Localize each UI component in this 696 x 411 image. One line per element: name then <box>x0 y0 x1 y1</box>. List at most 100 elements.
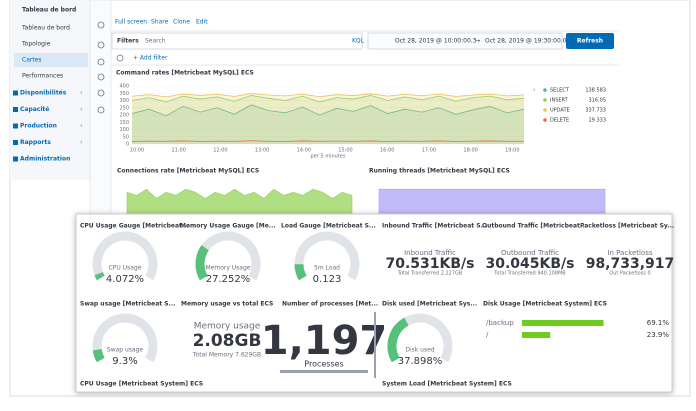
legend-name: UPDATE <box>550 108 570 114</box>
bar-label: /backup <box>486 319 514 327</box>
gauge-label: CPU Usage <box>109 265 142 272</box>
chevron: ‹ <box>80 123 82 130</box>
x-tick-label: 17:00 <box>422 148 436 154</box>
icon-strip <box>89 0 112 216</box>
metric-sub: Total Transferred 2.227GB <box>397 271 463 277</box>
toolbar-link[interactable]: Share <box>151 19 169 26</box>
nav-item: Cartes <box>22 57 42 64</box>
panel-title: Number of processes [Met... <box>282 301 378 308</box>
nav-icon <box>97 21 105 29</box>
bar <box>522 332 551 338</box>
metric-label: Outbound Traffic <box>501 249 559 257</box>
metric-value: 30.045KB/s <box>486 256 575 272</box>
series-line <box>131 93 525 98</box>
legend-value: 138.583 <box>585 88 606 94</box>
x-tick-label: 14:00 <box>297 148 311 154</box>
metric-label: In Packetloss <box>607 249 653 257</box>
gauge-track <box>92 231 158 281</box>
y-tick-label: 350 <box>119 91 129 97</box>
nav-icon <box>97 41 105 49</box>
legend-swatch <box>543 98 547 102</box>
panel-title: Swap usage [Metricbeat S... <box>80 301 175 308</box>
panel-title: Command rates [Metricbeat MySQL] ECS <box>116 70 254 77</box>
gauge-value-label: 4.072% <box>106 274 144 285</box>
gauge-track <box>92 313 158 363</box>
metric-value: 70.531KB/s <box>386 256 475 272</box>
active-item <box>14 53 88 67</box>
filters-label: Filters <box>117 38 139 45</box>
y-tick-label: 100 <box>119 127 129 133</box>
nav-section: Rapports <box>20 139 51 146</box>
metric-label: Memory usage <box>194 322 261 332</box>
panel-title: Outbound Traffic [Metricbeat... <box>482 223 587 230</box>
section-icon <box>13 123 18 129</box>
y-tick-label: 50 <box>123 134 129 140</box>
legend-value: 316.05 <box>589 98 607 104</box>
gauge-label: Memory Usage <box>205 265 250 272</box>
panel-title: Memory usage vs total ECS <box>181 301 273 308</box>
refresh-label: Refresh <box>577 38 603 45</box>
gauge-value-label: 37.898% <box>398 356 443 367</box>
series-area <box>132 104 524 144</box>
y-tick-label: 300 <box>119 98 129 104</box>
legend-swatch <box>543 88 547 92</box>
metric-sub: Total Memory 7.629GB <box>192 352 261 359</box>
metric-sub: Total Transferred 940.108MB <box>493 271 566 277</box>
series-line <box>131 140 524 142</box>
panel-title: CPU Usage [Metricbeat System] ECS <box>80 381 203 388</box>
y-tick-label: 150 <box>119 120 129 126</box>
x-tick-label: 19:00 <box>505 148 519 154</box>
gauge-value-label: 0.123 <box>313 274 342 285</box>
nav-section: Administration <box>20 156 70 163</box>
section-icon <box>13 107 18 112</box>
series-area <box>132 93 524 144</box>
gauge-label: Disk used <box>405 347 434 354</box>
date-picker[interactable] <box>367 32 563 50</box>
panel-title: Disk used [Metricbeat Sys... <box>382 301 477 308</box>
legend-name: INSERT <box>550 98 569 104</box>
legend-toggle: › <box>533 87 535 94</box>
panel-title: Memory Usage Gauge [Me... <box>180 223 276 230</box>
section-icon <box>13 156 18 162</box>
toolbar-link[interactable]: Edit <box>196 19 208 26</box>
x-tick-label: 18:00 <box>463 148 477 154</box>
refresh-button[interactable] <box>566 33 614 49</box>
nav-icon <box>97 106 105 114</box>
add-filter: + Add filter <box>133 55 168 62</box>
y-tick-label: 0 <box>126 142 129 148</box>
panel-title: Packetloss [Metricbeat Sy... <box>580 223 674 230</box>
area <box>126 188 353 215</box>
bar <box>522 320 604 326</box>
metric-value: 98,733,917 <box>586 256 675 272</box>
nav-icon <box>97 73 105 81</box>
gauge-value <box>195 245 210 281</box>
nav-item: Topologie <box>21 41 51 48</box>
gauge-label: Swap usage <box>107 347 144 354</box>
legend-swatch <box>543 108 547 112</box>
panel-title: Connections rate [Metricbeat MySQL] ECS <box>117 168 259 175</box>
panel-title: Load Gauge [Metricbeat S... <box>281 223 376 230</box>
gauge-value <box>294 263 307 281</box>
nav-icon <box>97 89 105 97</box>
nav-section: Capacité <box>20 106 49 113</box>
panel-title: System Load [Metricbeat System] ECS <box>382 381 512 388</box>
section-icon <box>13 90 18 96</box>
y-tick-label: 200 <box>119 113 129 119</box>
kql-toggle: KQL <box>352 38 365 45</box>
y-tick-label: 400 <box>119 84 129 90</box>
chevron: ‹ <box>80 90 82 97</box>
toolbar-link[interactable]: Full screen <box>115 19 147 26</box>
panel-title: Disk Usage [Metricbeat System] ECS <box>483 301 607 308</box>
bar-value-label: 23.9% <box>647 331 670 339</box>
x-tick-label: 11:00 <box>171 148 185 154</box>
series-line <box>131 95 525 103</box>
metric-label: Processes <box>304 360 343 369</box>
date-arrow: → <box>475 38 480 45</box>
nav-item: Performances <box>22 73 63 80</box>
toolbar-link[interactable]: Clone <box>173 19 190 26</box>
nav-section: Production <box>20 123 57 130</box>
legend-name: SELECT <box>550 88 570 94</box>
search-box[interactable] <box>111 32 363 50</box>
gauge-label: 5m Load <box>314 265 340 272</box>
